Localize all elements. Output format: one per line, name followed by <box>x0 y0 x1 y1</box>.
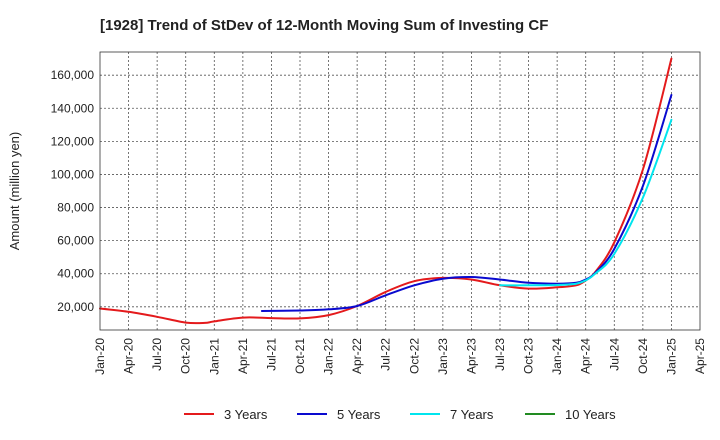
x-tick-label: Oct-21 <box>293 338 307 374</box>
x-tick-label: Apr-25 <box>693 338 707 374</box>
x-axis-ticks: Jan-20 Apr-20 Jul-20 Oct-20 Jan-21 Apr-21 Jul-… <box>93 338 707 375</box>
x-tick-label: Oct-20 <box>179 338 193 374</box>
plot-frame <box>99 51 701 331</box>
x-tick-label: Apr-24 <box>579 338 593 374</box>
x-tick-label: Jan-24 <box>550 338 564 375</box>
series-line-5-years <box>260 94 673 312</box>
x-tick-label: Jan-22 <box>322 338 336 375</box>
x-tick-label: Jul-20 <box>150 338 164 371</box>
x-tick-label: Jul-24 <box>607 338 621 371</box>
x-tick-label: Oct-24 <box>636 338 650 374</box>
legend-label: 3 Years <box>224 407 268 422</box>
y-tick-label: 20,000 <box>57 300 94 314</box>
y-tick-label: 40,000 <box>57 267 94 281</box>
x-tick-label: Apr-23 <box>464 338 478 374</box>
legend-label: 10 Years <box>565 407 616 422</box>
x-tick-label: Apr-20 <box>122 338 136 374</box>
y-tick-label: 80,000 <box>57 201 94 215</box>
chart-grid <box>100 52 700 330</box>
x-tick-label: Apr-22 <box>350 338 364 374</box>
y-tick-label: 60,000 <box>57 234 94 248</box>
x-tick-label: Jan-20 <box>93 338 107 375</box>
x-tick-label: Jul-21 <box>264 338 278 371</box>
x-tick-label: Jan-25 <box>664 338 678 375</box>
x-tick-label: Jan-23 <box>436 338 450 375</box>
y-tick-label: 160,000 <box>51 68 95 82</box>
y-axis-label: Amount (million yen) <box>7 132 22 251</box>
legend: 3 Years 5 Years 7 Years 10 Years <box>184 407 616 422</box>
x-tick-label: Jan-21 <box>207 338 221 375</box>
legend-label: 7 Years <box>450 407 494 422</box>
chart-title: [1928] Trend of StDev of 12-Month Moving… <box>100 17 548 34</box>
legend-label: 5 Years <box>337 407 381 422</box>
series-line-3-years <box>99 57 673 325</box>
y-tick-label: 140,000 <box>51 101 95 115</box>
x-tick-label: Oct-23 <box>522 338 536 374</box>
x-tick-label: Oct-22 <box>407 338 421 374</box>
series-line-7-years <box>499 118 673 287</box>
y-tick-label: 120,000 <box>51 134 95 148</box>
y-axis-ticks: 20,000 40,000 60,000 80,000 100,000 120,000 14… <box>51 68 95 314</box>
x-tick-label: Apr-21 <box>236 338 250 374</box>
x-tick-label: Jul-23 <box>493 338 507 371</box>
y-tick-label: 100,000 <box>51 167 95 181</box>
chart-series <box>99 57 673 325</box>
x-tick-label: Jul-22 <box>379 338 393 371</box>
